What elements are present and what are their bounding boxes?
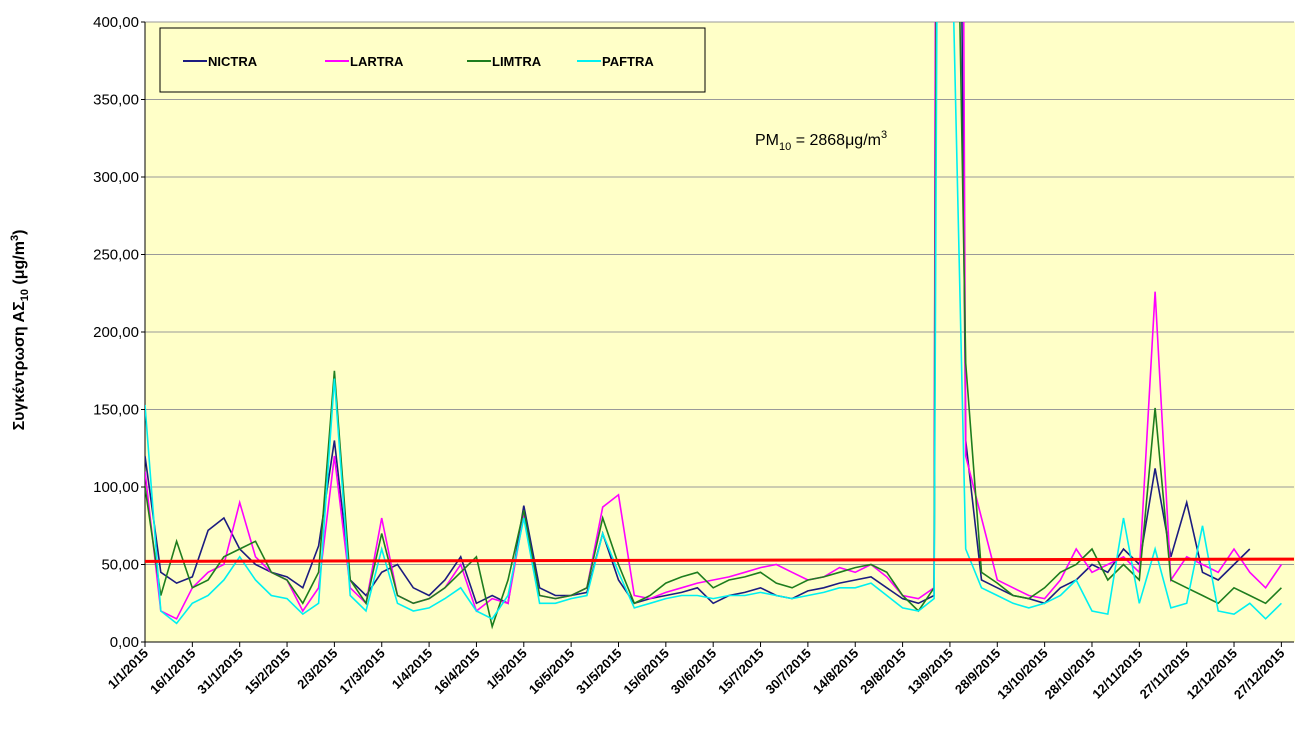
y-label-unit: (μg/m — [11, 241, 28, 289]
annotation-unit: = 2868μg/m — [791, 132, 881, 149]
series-line — [145, 22, 1251, 605]
x-tick-label: 16/5/2015 — [526, 646, 578, 698]
annotation-text: PM — [755, 132, 779, 149]
x-tick-label: 16/1/2015 — [147, 646, 199, 698]
x-tick-label: 15/6/2015 — [620, 646, 672, 698]
y-label-end: ) — [11, 230, 28, 235]
y-tick-label: 150,00 — [93, 402, 139, 419]
series-line — [145, 22, 1283, 620]
x-tick-label: 29/8/2015 — [857, 646, 909, 698]
x-tick-label: 30/6/2015 — [668, 646, 720, 698]
annotation-sup: 3 — [881, 129, 887, 141]
y-label-text: Συγκέντρωση ΑΣ — [11, 301, 28, 431]
y-tick-label: 250,00 — [93, 247, 139, 264]
annotation: PM10 = 2868μg/m3 — [755, 129, 887, 153]
y-tick-label: 200,00 — [93, 324, 139, 341]
x-tick-label: 28/10/2015 — [1041, 646, 1098, 703]
x-tick-label: 15/7/2015 — [715, 646, 767, 698]
y-label-sup: 3 — [9, 235, 21, 241]
y-label-sub: 10 — [19, 289, 31, 301]
x-tick-label: 27/12/2015 — [1231, 646, 1288, 703]
x-tick-label: 1/4/2015 — [389, 646, 435, 692]
x-tick-label: 30/7/2015 — [762, 646, 814, 698]
series-line — [145, 22, 1282, 625]
legend-box — [159, 27, 706, 93]
x-tick-label: 2/3/2015 — [294, 646, 340, 692]
y-tick-label: 100,00 — [93, 479, 139, 496]
x-tick-label: 31/1/2015 — [194, 646, 246, 698]
legend-label: NICTRA — [208, 54, 258, 69]
legend-label: PAFTRA — [602, 54, 654, 69]
x-tick-label: 1/1/2015 — [105, 646, 151, 692]
x-tick-label: 1/5/2015 — [484, 646, 530, 692]
series-group — [145, 22, 1295, 630]
y-axis-label: Συγκέντρωση ΑΣ10 (μg/m3) — [9, 230, 31, 431]
x-tick-label: 14/8/2015 — [810, 646, 862, 698]
legend-label: LIMTRA — [492, 54, 542, 69]
y-tick-label: 50,00 — [101, 557, 139, 574]
x-tick-label: 15/2/2015 — [242, 646, 294, 698]
reference-line — [145, 557, 1295, 563]
legend-label: LARTRA — [350, 54, 404, 69]
x-tick-label: 31/5/2015 — [573, 646, 625, 698]
x-tick-label: 12/11/2015 — [1089, 646, 1145, 702]
y-tick-label: 400,00 — [93, 14, 139, 31]
x-tick-label: 13/9/2015 — [905, 646, 957, 698]
y-tick-label: 0,00 — [110, 634, 139, 651]
x-tick-label: 17/3/2015 — [336, 646, 388, 698]
y-tick-label: 350,00 — [93, 92, 139, 109]
y-tick-label: 300,00 — [93, 169, 139, 186]
x-tick-label: 16/4/2015 — [431, 646, 483, 698]
annotation-sub: 10 — [779, 141, 791, 153]
